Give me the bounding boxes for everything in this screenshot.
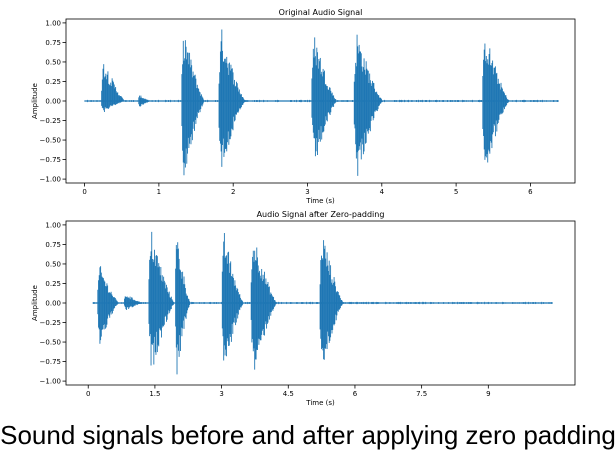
y-tick-label: 0.00 (45, 300, 61, 308)
signal-burst-3 (148, 231, 176, 366)
x-tick-label: 3 (305, 188, 309, 196)
y-tick-label: 0.00 (45, 98, 61, 106)
x-tick-label: 0 (82, 188, 86, 196)
x-tick-label: 3 (219, 390, 223, 398)
x-tick-label: 6 (528, 188, 533, 196)
y-tick-label: −0.25 (40, 319, 61, 327)
y-axis-label: Amplitude (31, 285, 39, 321)
x-tick-label: 0 (86, 390, 90, 398)
x-tick-label: 7.5 (416, 390, 427, 398)
figure: Original Audio Signal −1.00 −0.75 −0.50 −0.2… (31, 8, 576, 407)
y-tick-label: −1.00 (40, 378, 61, 386)
signal-burst-2 (124, 296, 144, 310)
x-tick-label: 2 (231, 188, 235, 196)
figure-caption: Sound signals before and after applying … (0, 420, 616, 450)
y-tick-label: 1.00 (45, 221, 61, 229)
y-tick-label: −0.75 (40, 156, 61, 164)
signal-burst-3 (181, 40, 205, 176)
x-axis-label: Time (s) (305, 197, 335, 205)
signal-burst-6 (353, 34, 384, 176)
x-axis-label: Time (s) (305, 399, 335, 407)
y-tick-label: −0.50 (40, 137, 61, 145)
x-tick-label: 6 (353, 390, 358, 398)
signal-burst-4 (218, 29, 247, 167)
y-tick-label: 0.25 (45, 280, 61, 288)
y-tick-label: 0.50 (45, 260, 61, 268)
signal-burst-5 (221, 233, 244, 361)
signal-series (84, 29, 559, 176)
y-tick-label: −0.50 (40, 339, 61, 347)
y-tick-label: −0.75 (40, 358, 61, 366)
signal-burst-7 (319, 240, 344, 360)
chart-title: Audio Signal after Zero-padding (257, 210, 385, 219)
signal-burst-6 (250, 247, 278, 370)
x-tick-label: 4.5 (283, 390, 294, 398)
x-tick-label: 1 (157, 188, 161, 196)
x-tick-label: 5 (454, 188, 458, 196)
y-tick-label: 0.75 (45, 241, 61, 249)
chart-title: Original Audio Signal (279, 8, 363, 17)
y-tick-label: −0.25 (40, 117, 61, 125)
x-tick-label: 4 (380, 188, 385, 196)
y-axis-label: Amplitude (31, 83, 39, 119)
y-tick-label: 0.25 (45, 78, 61, 86)
signal-burst-1 (97, 266, 120, 344)
signal-burst-1 (101, 64, 126, 113)
signal-burst-5 (311, 37, 338, 157)
signal-series (92, 231, 554, 375)
y-tick-label: 1.00 (45, 19, 61, 27)
y-tick-label: 0.75 (45, 39, 61, 47)
chart-original-signal: Original Audio Signal −1.00 −0.75 −0.50 −0.2… (31, 8, 576, 205)
signal-burst-4 (175, 242, 191, 375)
signal-burst-2 (138, 95, 152, 107)
signal-burst-7 (482, 43, 510, 163)
x-tick-label: 1.5 (149, 390, 160, 398)
chart-zero-padded-signal: Audio Signal after Zero-padding −1.00 −0.7… (31, 210, 576, 407)
y-tick-label: −1.00 (40, 176, 61, 184)
y-tick-label: 0.50 (45, 58, 61, 66)
x-tick-label: 9 (486, 390, 490, 398)
